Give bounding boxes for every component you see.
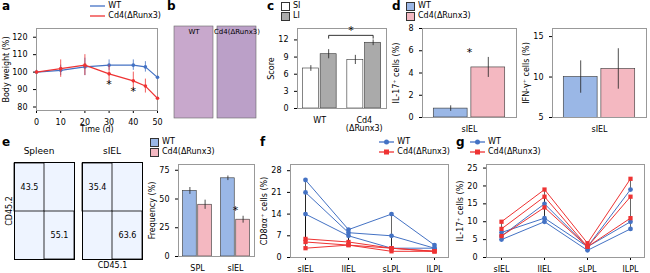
svg-text:8: 8 [408,24,413,33]
html-text:SI: SI [293,1,301,10]
svg-text:15: 15 [533,32,543,41]
html-text:WT: WT [108,1,122,10]
svg-text:75: 75 [159,166,169,175]
svg-text:80: 80 [17,103,27,112]
html-text:WT: WT [488,137,501,146]
svg-text:lLPL: lLPL [427,265,444,273]
svg-text:sLPL: sLPL [579,265,597,273]
html-text:d: d [392,0,401,13]
svg-text:6: 6 [283,70,288,79]
svg-text:Body weight (%): Body weight (%) [2,36,11,102]
svg-text:90: 90 [17,85,27,94]
svg-text:0: 0 [408,113,413,122]
svg-text:*: * [348,24,354,37]
html-text:f: f [260,135,266,149]
svg-text:Frequency (%): Frequency (%) [148,182,157,240]
svg-text:Cd4(ΔRunx3): Cd4(ΔRunx3) [214,28,260,36]
svg-text:Time (d): Time (d) [79,125,113,134]
svg-text:100: 100 [12,68,27,77]
svg-text:lIEL: lIEL [341,265,356,273]
svg-text:30: 30 [104,118,115,128]
html-text:e: e [2,135,11,149]
svg-text:CD45.1: CD45.1 [98,261,128,270]
html-text:WT: WT [162,137,175,146]
svg-text:6: 6 [408,46,413,55]
svg-text:5: 5 [472,235,477,244]
svg-text:25: 25 [467,164,477,173]
svg-text:lIEL: lIEL [537,265,552,273]
svg-text:sIEL: sIEL [461,125,478,134]
svg-text:CD8αα⁺ cells (%): CD8αα⁺ cells (%) [260,177,269,245]
svg-text:2: 2 [408,91,413,100]
html-text:WT: WT [418,1,431,10]
html-text:a: a [2,0,11,13]
svg-text:28: 28 [271,166,281,175]
svg-text:120: 120 [12,33,27,42]
svg-text:10: 10 [467,217,477,226]
svg-text:43.5: 43.5 [21,183,39,192]
html-text:Cd4(ΔRunx3): Cd4(ΔRunx3) [418,11,471,20]
svg-text:*: * [106,78,112,91]
svg-text:55.1: 55.1 [51,231,69,240]
svg-text:sLPL: sLPL [383,265,401,273]
svg-text:25: 25 [159,223,169,232]
html-text:Cd4(ΔRunx3): Cd4(ΔRunx3) [108,11,161,20]
html-text:Cd4(ΔRunx3): Cd4(ΔRunx3) [162,147,215,156]
svg-text:14: 14 [271,210,281,219]
svg-text:WT: WT [188,28,200,36]
svg-text:40: 40 [128,118,138,127]
svg-text:110: 110 [12,50,27,59]
svg-text:0: 0 [164,252,169,261]
svg-text:50: 50 [152,118,162,127]
html-text:Cd4(ΔRunx3): Cd4(ΔRunx3) [397,147,450,156]
svg-text:IL-17⁺ cells (%): IL-17⁺ cells (%) [456,181,465,242]
svg-text:20: 20 [79,118,90,128]
svg-text:sIEL: sIEL [297,265,314,273]
svg-text:3: 3 [283,87,288,96]
svg-text:CD45.2: CD45.2 [5,196,14,226]
svg-text:9: 9 [283,53,288,62]
svg-text:sIEL: sIEL [227,264,244,273]
svg-text:*: * [467,46,473,59]
svg-text:10: 10 [56,118,66,127]
html-text:LI: LI [293,11,300,20]
svg-text:0: 0 [34,118,39,127]
html-text:sIEL: sIEL [103,146,121,156]
svg-text:63.6: 63.6 [119,231,137,240]
html-text:Spleen: Spleen [23,146,55,156]
html-text:WT: WT [397,137,411,146]
svg-text:35.4: 35.4 [89,183,107,192]
svg-text:4: 4 [408,69,413,78]
svg-text:5: 5 [538,113,543,122]
svg-text:21: 21 [271,188,281,197]
svg-text:15: 15 [467,199,477,208]
svg-text:*: * [233,204,239,217]
svg-text:WT: WT [313,116,326,125]
html-text:g: g [456,135,465,149]
html-text:b: b [167,0,176,13]
svg-text:12: 12 [278,35,288,44]
html-text:Cd4(ΔRunx3): Cd4(ΔRunx3) [488,147,541,156]
svg-text:sIEL: sIEL [591,125,608,134]
svg-text:Score: Score [267,57,276,79]
svg-text:0: 0 [472,253,477,262]
svg-text:lLPL: lLPL [623,265,640,273]
svg-text:50: 50 [159,195,169,204]
svg-text:sIEL: sIEL [493,265,510,273]
svg-text:IL-17⁺ cells (%): IL-17⁺ cells (%) [392,43,401,104]
svg-text:0: 0 [276,253,281,262]
svg-text:0: 0 [283,104,288,113]
svg-text:Cd4(ΔRunx3): Cd4(ΔRunx3) [346,116,383,133]
svg-text:20: 20 [467,182,477,191]
svg-text:IFN-γ⁺ cells (%): IFN-γ⁺ cells (%) [522,42,531,104]
html-text:c: c [267,0,275,13]
svg-text:*: * [131,85,137,98]
svg-text:SPL: SPL [190,264,205,273]
svg-text:10: 10 [533,73,543,82]
svg-text:7: 7 [276,231,281,240]
